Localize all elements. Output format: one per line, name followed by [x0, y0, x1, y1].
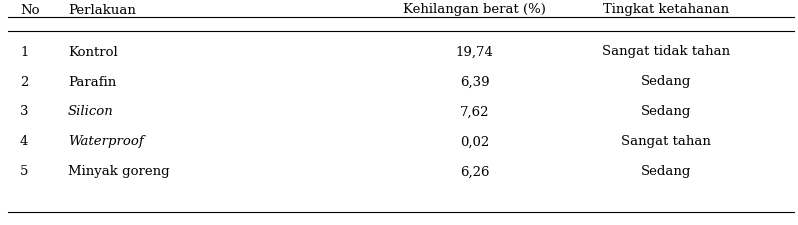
Text: Sangat tidak tahan: Sangat tidak tahan: [602, 45, 730, 58]
Text: 1: 1: [20, 45, 28, 58]
Text: Perlakuan: Perlakuan: [68, 3, 136, 16]
Text: Waterproof: Waterproof: [68, 135, 144, 148]
Text: 5: 5: [20, 165, 28, 178]
Text: 6,26: 6,26: [460, 165, 489, 178]
Text: Tingkat ketahanan: Tingkat ketahanan: [603, 3, 729, 16]
Text: 0,02: 0,02: [460, 135, 489, 148]
Text: Sedang: Sedang: [641, 105, 692, 118]
Text: 6,39: 6,39: [460, 75, 490, 88]
Text: Minyak goreng: Minyak goreng: [68, 165, 169, 178]
Text: 3: 3: [20, 105, 29, 118]
Text: 2: 2: [20, 75, 28, 88]
Text: Silicon: Silicon: [68, 105, 113, 118]
Text: Sedang: Sedang: [641, 165, 692, 178]
Text: 7,62: 7,62: [460, 105, 489, 118]
Text: 19,74: 19,74: [456, 45, 494, 58]
Text: Sedang: Sedang: [641, 75, 692, 88]
Text: 4: 4: [20, 135, 28, 148]
Text: Parafin: Parafin: [68, 75, 116, 88]
Text: No: No: [20, 3, 39, 16]
Text: Kontrol: Kontrol: [68, 45, 117, 58]
Text: Sangat tahan: Sangat tahan: [622, 135, 711, 148]
Text: Kehilangan berat (%): Kehilangan berat (%): [403, 3, 547, 16]
